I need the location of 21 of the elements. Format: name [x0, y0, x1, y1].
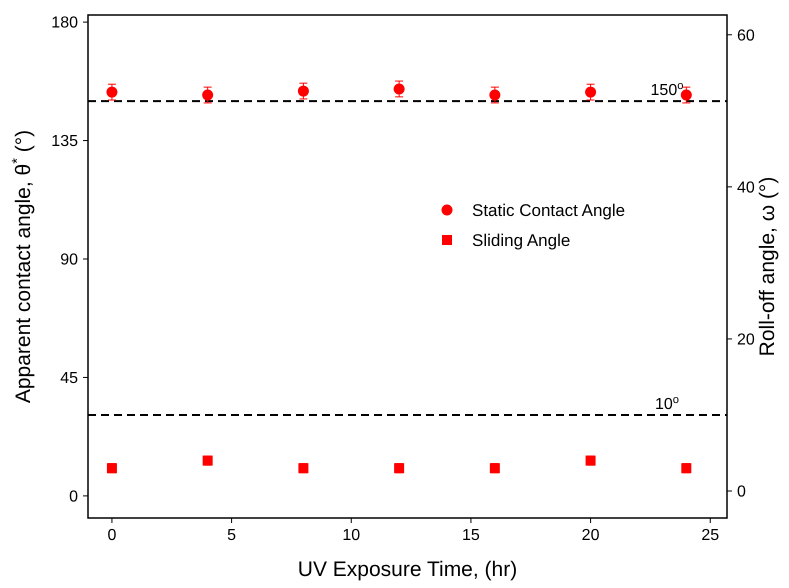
ref-line-label: 150$^{o}$: [650, 80, 684, 100]
x-tick-label: 0: [107, 527, 116, 544]
y-tick-label: 180: [51, 14, 78, 32]
legend-label: Static Contact Angle: [472, 200, 626, 220]
y2-axis-title: Roll-off angle, ω (°): [756, 176, 779, 356]
x-tick-label: 20: [582, 527, 600, 544]
y2-tick-label: 0: [737, 484, 746, 501]
x-tick-label: 25: [701, 527, 720, 544]
ref-line-label: 10$^{o}$: [654, 394, 680, 413]
y-tick-label: 90: [60, 252, 78, 269]
y-tick-label: 0: [69, 488, 78, 506]
y-tick-label: 45: [60, 370, 78, 388]
legend-label: Sliding Angle: [472, 230, 570, 250]
x-tick-label: 15: [462, 527, 480, 544]
x-tick-label: 10: [342, 527, 360, 544]
y2-tick-label: 40: [737, 179, 755, 196]
x-tick-label: 5: [227, 527, 236, 544]
y2-tick-label: 20: [737, 332, 755, 349]
x-axis-title: UV Exposure Time, (hr): [298, 558, 518, 581]
y-tick-label: 135: [51, 133, 78, 150]
y2-tick-label: 60: [737, 27, 755, 44]
